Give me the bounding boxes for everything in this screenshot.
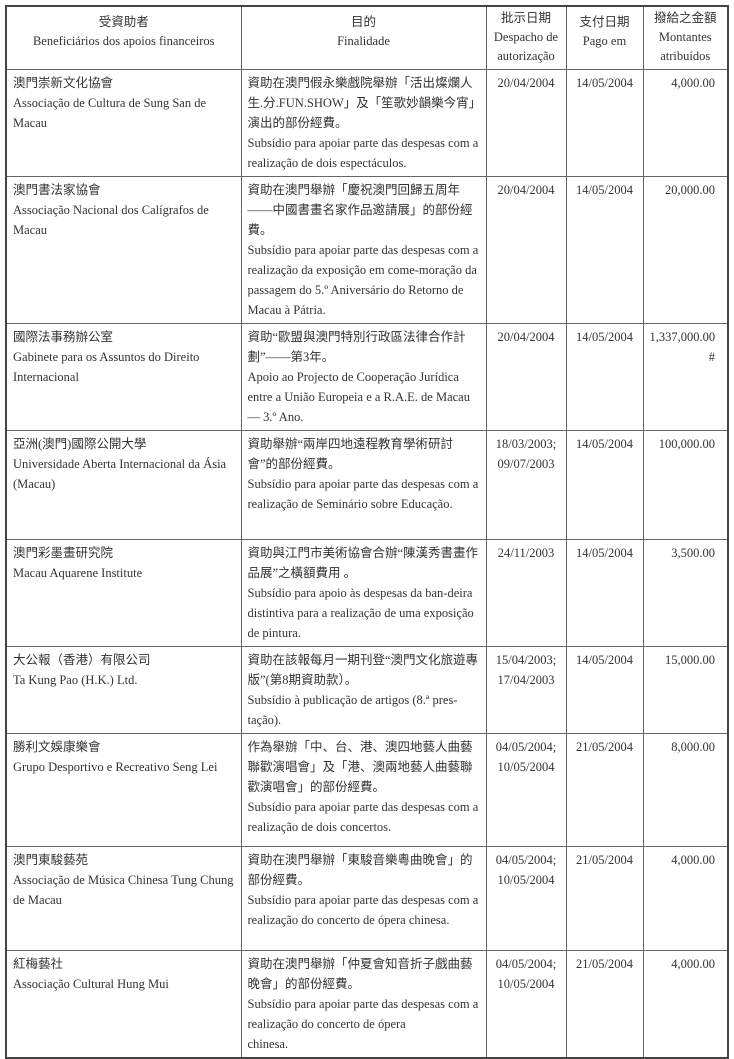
beneficiary-cell: 國際法事務辦公室 Gabinete para os Assuntos do Di… <box>5 323 242 431</box>
table-row: 亞洲(澳門)國際公開大學 Universidade Aberta Interna… <box>5 430 729 540</box>
beneficiary-cell: 澳門東駿藝苑 Associação de Música Chinesa Tung… <box>5 846 242 951</box>
subsidies-table: 受資助者 Beneficiários dos apoios financeiro… <box>5 5 729 1059</box>
amount-cell: 4,000.00 <box>642 69 729 177</box>
header-pt: Pago em <box>582 34 627 48</box>
payment-date-cell: 21/05/2004 <box>565 846 644 951</box>
payment-date-cell: 21/05/2004 <box>565 733 644 847</box>
beneficiary-cell: 紅梅藝社 Associação Cultural Hung Mui <box>5 950 242 1059</box>
despacho-date-cell: 20/04/2004 <box>485 69 567 177</box>
table-row: 澳門崇新文化協會 Associação de Cultura de Sung S… <box>5 69 729 177</box>
purpose-cell: 資助“歐盟與澳門特別行政區法律合作計劃”——第3年。 Apoio ao Proj… <box>240 323 487 431</box>
despacho-date-cell: 04/05/2004; 10/05/2004 <box>485 950 567 1059</box>
beneficiary-cell: 澳門崇新文化協會 Associação de Cultura de Sung S… <box>5 69 242 177</box>
header-pt: Beneficiários dos apoios financeiros <box>32 34 215 48</box>
header-beneficiary: 受資助者 Beneficiários dos apoios financeiro… <box>5 5 242 70</box>
table-row: 大公報（香港）有限公司 Ta Kung Pao (H.K.) Ltd. 資助在該報… <box>5 646 729 734</box>
header-zh: 目的 <box>350 15 376 29</box>
table-row: 紅梅藝社 Associação Cultural Hung Mui 資助在澳門舉辦… <box>5 950 729 1059</box>
header-row: 受資助者 Beneficiários dos apoios financeiro… <box>5 5 729 70</box>
payment-date-cell: 14/05/2004 <box>565 646 644 734</box>
purpose-cell: 資助在澳門舉辦「慶祝澳門回歸五周年——中國書畫名家作品邀請展」的部份經費。 Su… <box>240 176 487 324</box>
payment-date-cell: 14/05/2004 <box>565 539 644 647</box>
table-row: 國際法事務辦公室 Gabinete para os Assuntos do Di… <box>5 323 729 431</box>
header-purpose: 目的 Finalidade <box>240 5 487 70</box>
payment-date-cell: 21/05/2004 <box>565 950 644 1059</box>
header-zh: 批示日期 <box>500 11 551 25</box>
amount-cell: 1,337,000.00 # <box>642 323 729 431</box>
amount-cell: 20,000.00 <box>642 176 729 324</box>
amount-cell: 3,500.00 <box>642 539 729 647</box>
purpose-cell: 資助在澳門假永樂戲院舉辦「活出燦爛人生.分.FUN.SHOW」及「笙歌妙韻樂今宵… <box>240 69 487 177</box>
despacho-date-cell: 20/04/2004 <box>485 323 567 431</box>
purpose-cell: 作為舉辦「中、台、港、澳四地藝人曲藝聯歡演唱會」及「港、澳兩地藝人曲藝聯歡演唱會… <box>240 733 487 847</box>
header-despacho: 批示日期 Despacho de autorização <box>485 5 567 70</box>
payment-date-cell: 14/05/2004 <box>565 323 644 431</box>
despacho-date-cell: 04/05/2004; 10/05/2004 <box>485 846 567 951</box>
amount-cell: 8,000.00 <box>642 733 729 847</box>
header-pt: Despacho de autorização <box>493 30 559 63</box>
despacho-date-cell: 04/05/2004; 10/05/2004 <box>485 733 567 847</box>
beneficiary-cell: 澳門彩墨畫研究院 Macau Aquarene Institute <box>5 539 242 647</box>
purpose-cell: 資助舉辦“兩岸四地遠程教育學術研討會”的部份經費。 Subsídio para … <box>240 430 487 540</box>
despacho-date-cell: 15/04/2003; 17/04/2003 <box>485 646 567 734</box>
table-row: 勝利文娛康樂會 Grupo Desportivo e Recreativo Se… <box>5 733 729 847</box>
table-row: 澳門東駿藝苑 Associação de Música Chinesa Tung… <box>5 846 729 951</box>
payment-date-cell: 14/05/2004 <box>565 430 644 540</box>
header-zh: 支付日期 <box>579 15 630 29</box>
beneficiary-cell: 勝利文娛康樂會 Grupo Desportivo e Recreativo Se… <box>5 733 242 847</box>
purpose-cell: 資助在該報每月一期刊登“澳門文化旅遊專版”(第8期資助款）。 Subsídio … <box>240 646 487 734</box>
header-pago: 支付日期 Pago em <box>565 5 644 70</box>
despacho-date-cell: 18/03/2003; 09/07/2003 <box>485 430 567 540</box>
header-zh: 受資助者 <box>98 15 149 29</box>
payment-date-cell: 14/05/2004 <box>565 69 644 177</box>
purpose-cell: 資助在澳門舉辦「仲夏會知音折子戲曲藝晚會」的部份經費。 Subsídio par… <box>240 950 487 1059</box>
header-zh: 撥給之金額 <box>653 11 717 25</box>
header-pt: Finalidade <box>337 34 390 48</box>
header-pt: Montantes atribuídos <box>658 30 712 63</box>
purpose-cell: 資助在澳門舉辦「東駿音樂粵曲晚會」的部份經費。 Subsídio para ap… <box>240 846 487 951</box>
beneficiary-cell: 亞洲(澳門)國際公開大學 Universidade Aberta Interna… <box>5 430 242 540</box>
beneficiary-cell: 大公報（香港）有限公司 Ta Kung Pao (H.K.) Ltd. <box>5 646 242 734</box>
amount-cell: 4,000.00 <box>642 846 729 951</box>
despacho-date-cell: 24/11/2003 <box>485 539 567 647</box>
amount-cell: 15,000.00 <box>642 646 729 734</box>
purpose-cell: 資助與江門市美術協會合辦“陳漢秀書畫作品展”之橫額費用 。 Subsídio p… <box>240 539 487 647</box>
table-row: 澳門彩墨畫研究院 Macau Aquarene Institute 資助與江門市美… <box>5 539 729 647</box>
despacho-date-cell: 20/04/2004 <box>485 176 567 324</box>
beneficiary-cell: 澳門書法家協會 Associação Nacional dos Calígraf… <box>5 176 242 324</box>
header-montante: 撥給之金額 Montantes atribuídos <box>642 5 729 70</box>
table-row: 澳門書法家協會 Associação Nacional dos Calígraf… <box>5 176 729 324</box>
payment-date-cell: 14/05/2004 <box>565 176 644 324</box>
amount-cell: 4,000.00 <box>642 950 729 1059</box>
amount-cell: 100,000.00 <box>642 430 729 540</box>
